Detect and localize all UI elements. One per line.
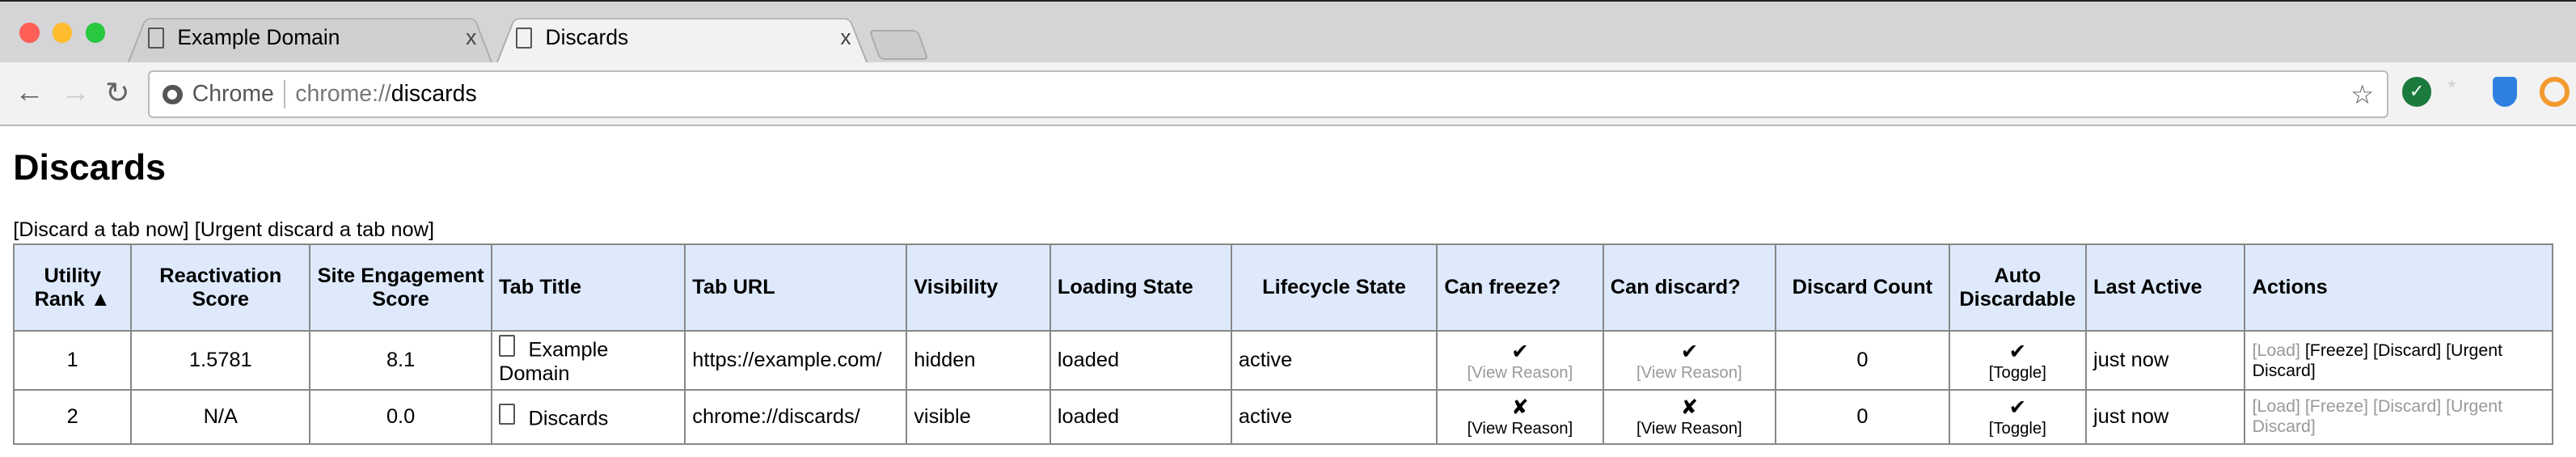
column-header: Can freeze?: [1436, 243, 1604, 332]
column-header: Tab URL: [684, 243, 908, 332]
column-header: Lifecycle State: [1230, 243, 1438, 332]
new-tab-button[interactable]: [868, 29, 929, 60]
column-header[interactable]: Utility Rank ▲: [13, 243, 133, 332]
forward-icon[interactable]: →: [61, 75, 91, 109]
last-active: just now: [2093, 404, 2169, 428]
toolbar: ← → ↻ Chrome chrome://discards ☆ ✓ *: [0, 62, 2576, 127]
load-link[interactable]: [Load]: [2252, 340, 2300, 360]
close-window-button[interactable]: [19, 23, 40, 43]
can-freeze-mark: ✔: [1511, 340, 1529, 363]
tab-url: chrome://discards/: [692, 404, 860, 428]
freeze-link[interactable]: [Freeze]: [2304, 340, 2369, 360]
page-icon: [499, 403, 516, 425]
can-freeze-mark: ✘: [1511, 396, 1529, 420]
tab-title: Example Domain: [177, 25, 340, 50]
table-row: 2 N/A 0.0 Discards chrome://discards/visible…: [13, 388, 2553, 445]
column-header: Discard Count: [1775, 243, 1950, 332]
last-active: just now: [2093, 349, 2169, 372]
discard-count: 0: [1856, 349, 1869, 372]
view-discard-reason-link[interactable]: [View Reason]: [1636, 363, 1742, 382]
tab-strip: Example Domain x Discards x: [0, 0, 2576, 63]
asterisk-extension-icon[interactable]: *: [2447, 77, 2456, 99]
bookmark-star-icon[interactable]: ☆: [2350, 79, 2375, 109]
tab-url: https://example.com/: [692, 349, 882, 372]
column-header: Auto Discardable: [1948, 243, 2087, 332]
lifecycle-state: active: [1238, 404, 1293, 428]
reactivation-score: 1.5781: [188, 349, 252, 372]
utility-rank: 2: [66, 404, 78, 428]
page-icon: [516, 27, 533, 49]
discard-tab-now-link[interactable]: [Discard a tab now]: [13, 218, 189, 242]
column-header: Reactivation Score: [130, 243, 311, 332]
table-row: 1 1.5781 8.1 Example Domain https://example.…: [13, 330, 2553, 391]
auto-discardable-mark: ✔: [2008, 340, 2026, 363]
loading-state: loaded: [1057, 404, 1120, 428]
auto-discardable-mark: ✔: [2008, 396, 2026, 420]
can-discard-mark: ✘: [1680, 396, 1698, 420]
load-link[interactable]: [Load]: [2252, 396, 2300, 417]
view-discard-reason-link[interactable]: [View Reason]: [1636, 420, 1742, 438]
reactivation-score: N/A: [203, 404, 238, 428]
tab-title: Discards: [545, 25, 629, 50]
freeze-link[interactable]: [Freeze]: [2304, 396, 2369, 417]
column-header: Site Engagement Score: [309, 243, 492, 332]
urgent-discard-link[interactable]: [Urgent Discard]: [2252, 396, 2503, 437]
page-icon: [147, 27, 165, 49]
column-header: Tab Title: [490, 243, 686, 332]
urgent-discard-link[interactable]: [Urgent Discard]: [2252, 340, 2503, 380]
reload-icon[interactable]: ↻: [105, 76, 130, 110]
close-tab-icon[interactable]: x: [466, 25, 477, 50]
site-engagement-score: 8.1: [386, 349, 416, 372]
discards-table: Utility Rank ▲ Reactivation Score Site Eng…: [13, 243, 2553, 445]
address-bar[interactable]: Chrome chrome://discards ☆: [147, 70, 2389, 119]
page-title: Discards: [13, 147, 167, 188]
view-freeze-reason-link[interactable]: [View Reason]: [1467, 420, 1573, 438]
column-header: Actions: [2244, 243, 2553, 332]
toggle-auto-discardable-link[interactable]: [Toggle]: [1988, 420, 2046, 438]
site-engagement-score: 0.0: [386, 404, 416, 428]
url-prefix: chrome://: [295, 81, 391, 108]
column-header: Can discard?: [1602, 243, 1777, 332]
chrome-icon: [163, 84, 183, 104]
tab-title: Example Domain: [499, 338, 609, 385]
close-tab-icon[interactable]: x: [840, 25, 851, 50]
maximize-window-button[interactable]: [85, 23, 106, 43]
can-discard-mark: ✔: [1680, 340, 1698, 363]
minimize-window-button[interactable]: [53, 23, 73, 43]
visibility: visible: [914, 404, 971, 428]
page-icon: [499, 335, 516, 357]
discard-link[interactable]: [Discard]: [2373, 396, 2442, 417]
tab-example-domain[interactable]: Example Domain x: [128, 13, 493, 63]
blue-shield-extension-icon[interactable]: [2492, 77, 2517, 108]
discard-link[interactable]: [Discard]: [2373, 340, 2442, 360]
back-icon[interactable]: ←: [15, 75, 44, 109]
urgent-discard-tab-now-link[interactable]: [Urgent discard a tab now]: [194, 218, 435, 242]
visibility: hidden: [914, 349, 976, 372]
lifecycle-state: active: [1238, 349, 1293, 372]
url-host: discards: [391, 81, 477, 108]
tab-title: Discards: [528, 407, 609, 430]
green-check-extension-icon[interactable]: ✓: [2401, 77, 2432, 108]
column-header: Last Active: [2084, 243, 2246, 332]
discard-count: 0: [1856, 404, 1869, 428]
scheme-label: Chrome: [192, 81, 274, 108]
orange-keyhole-extension-icon[interactable]: [2540, 77, 2570, 107]
view-freeze-reason-link[interactable]: [View Reason]: [1467, 363, 1573, 382]
toggle-auto-discardable-link[interactable]: [Toggle]: [1988, 363, 2046, 382]
tab-discards[interactable]: Discards x: [496, 13, 868, 63]
loading-state: loaded: [1057, 349, 1120, 372]
column-header: Visibility: [906, 243, 1051, 332]
column-header: Loading State: [1049, 243, 1232, 332]
utility-rank: 1: [66, 349, 78, 372]
